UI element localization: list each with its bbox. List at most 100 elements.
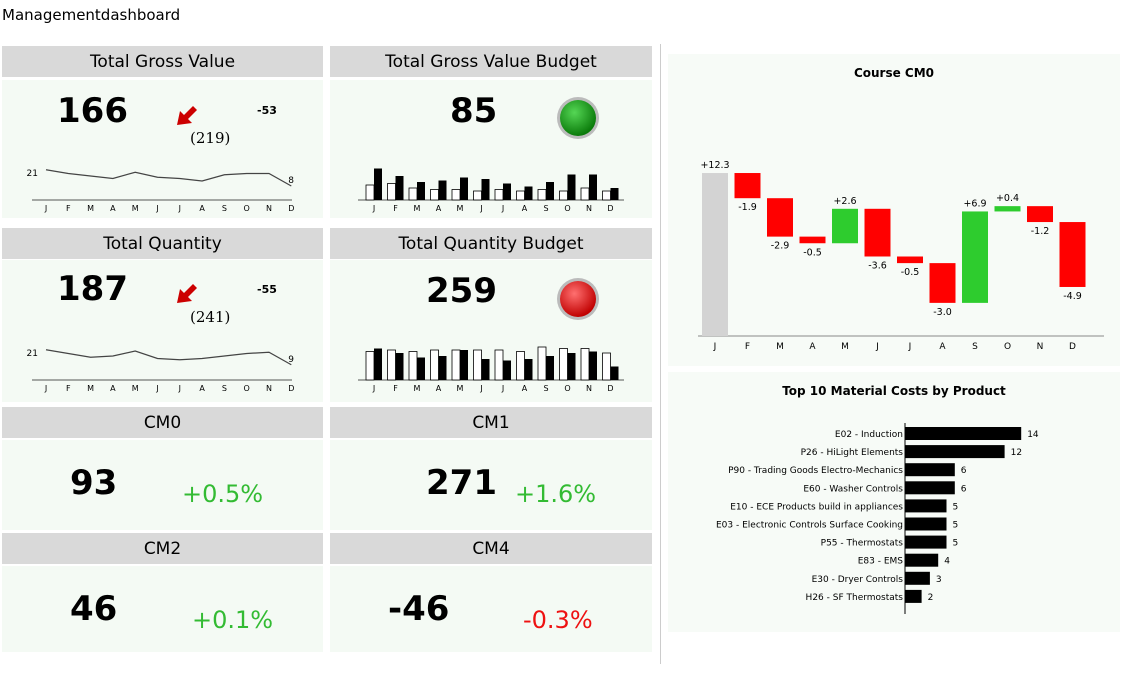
actual-bar bbox=[438, 356, 447, 380]
hbar-value-label: 14 bbox=[1027, 430, 1039, 440]
gross-value-prior: (219) bbox=[190, 129, 231, 147]
waterfall-bar bbox=[832, 208, 858, 244]
month-tick-label: N bbox=[266, 204, 272, 213]
actual-bar bbox=[610, 366, 619, 380]
month-tick-label: J bbox=[372, 384, 375, 393]
red-status-light-icon bbox=[557, 278, 599, 320]
month-tick-label: D bbox=[607, 204, 613, 213]
waterfall-value-label: -4.9 bbox=[1063, 291, 1082, 302]
hbar-value-label: 5 bbox=[953, 502, 959, 512]
budget-bar bbox=[430, 189, 439, 201]
month-tick-label: S bbox=[543, 384, 548, 393]
budget-bar bbox=[408, 187, 418, 201]
month-tick-label: M bbox=[132, 204, 139, 213]
hbar-bar bbox=[905, 553, 939, 567]
hbar-value-label: 5 bbox=[953, 521, 959, 531]
waterfall-bar bbox=[767, 198, 793, 237]
month-tick-label: A bbox=[522, 384, 528, 393]
tile-header-gross-value-budget: Total Gross Value Budget bbox=[330, 46, 652, 77]
quantity-sparkline: J F M A M J J A S O N D 21 9 bbox=[27, 349, 295, 393]
month-tick-label: O bbox=[244, 384, 250, 393]
month-tick-label: A bbox=[436, 204, 442, 213]
waterfall-bar bbox=[1059, 222, 1086, 287]
cm1-number: 271 bbox=[426, 463, 497, 503]
hbar-bar bbox=[905, 571, 930, 585]
month-tick-label: D bbox=[288, 384, 294, 393]
month-tick-label: J bbox=[713, 342, 717, 352]
quantity-budget-number: 259 bbox=[426, 271, 497, 311]
month-tick-label: N bbox=[1037, 342, 1044, 352]
budget-bar bbox=[494, 189, 504, 201]
actual-bar bbox=[610, 188, 619, 200]
hbar-bar bbox=[905, 481, 955, 495]
month-tick-label: J bbox=[44, 204, 47, 213]
month-tick-label: J bbox=[372, 204, 375, 213]
month-tick-label: J bbox=[479, 204, 482, 213]
budget-bar bbox=[387, 183, 396, 201]
waterfall-value-label: -0.5 bbox=[901, 267, 920, 278]
month-tick-label: N bbox=[266, 384, 272, 393]
month-tick-label: A bbox=[522, 204, 528, 213]
hbar-value-label: 5 bbox=[953, 539, 959, 549]
month-tick-label: M bbox=[414, 204, 421, 213]
budget-bar bbox=[559, 348, 568, 381]
month-tick-label: F bbox=[393, 204, 398, 213]
actual-bar bbox=[460, 350, 468, 380]
month-tick-label: F bbox=[66, 204, 71, 213]
actual-bar bbox=[589, 351, 597, 380]
budget-bar bbox=[494, 349, 504, 381]
hbar-bar bbox=[905, 427, 1022, 440]
waterfall-bar bbox=[734, 173, 761, 199]
hbar-category-label: E10 - ECE Products build in appliances bbox=[730, 502, 903, 512]
month-tick-label: J bbox=[178, 384, 181, 393]
tile-cm1: 271 +1.6% bbox=[330, 440, 652, 530]
month-tick-label: N bbox=[586, 384, 592, 393]
hbar-category-label: P26 - HiLight Elements bbox=[801, 448, 904, 458]
sparkline-line bbox=[45, 349, 292, 366]
tile-gross-value: 166 (219) -53 J F M A M J J A S O N D 21 8 bbox=[2, 80, 323, 218]
tile-header-quantity: Total Quantity bbox=[2, 228, 323, 259]
month-tick-label: F bbox=[745, 342, 750, 352]
month-tick-label: O bbox=[564, 384, 570, 393]
cm0-number: 93 bbox=[70, 463, 118, 503]
month-tick-label: S bbox=[972, 342, 978, 352]
month-tick-label: O bbox=[1004, 342, 1011, 352]
budget-bar bbox=[473, 349, 482, 381]
hbar-category-label: E60 - Washer Controls bbox=[803, 484, 903, 494]
course-cm0-panel: Course CM0 +12.3 J -1.9 F -2.9 M -0.5 A +2.6 M -3.… bbox=[668, 54, 1120, 366]
month-tick-label: A bbox=[939, 342, 946, 352]
waterfall-value-label: +12.3 bbox=[700, 160, 729, 171]
actual-bar bbox=[374, 168, 382, 200]
actual-bar bbox=[460, 177, 468, 200]
month-tick-label: J bbox=[479, 384, 482, 393]
waterfall-value-label: -2.9 bbox=[771, 241, 790, 252]
cm1-percent: +1.6% bbox=[515, 480, 597, 508]
month-tick-label: A bbox=[199, 384, 205, 393]
tile-cm4: -46 -0.3% bbox=[330, 566, 652, 652]
budget-bar bbox=[516, 190, 525, 201]
hbar-category-label: H26 - SF Thermostats bbox=[806, 593, 904, 603]
hbar-value-label: 6 bbox=[961, 466, 967, 476]
waterfall-value-label: -3.6 bbox=[868, 261, 887, 272]
budget-bar bbox=[580, 187, 590, 201]
month-tick-label: N bbox=[586, 204, 592, 213]
month-tick-label: M bbox=[87, 384, 94, 393]
tile-header-cm2: CM2 bbox=[2, 533, 323, 564]
month-tick-label: J bbox=[178, 204, 181, 213]
spark-start-label: 21 bbox=[27, 169, 38, 179]
budget-bar bbox=[430, 349, 439, 381]
gross-value-budget-number: 85 bbox=[450, 91, 498, 131]
hbar-bar bbox=[905, 445, 1005, 459]
hbar-value-label: 12 bbox=[1011, 448, 1022, 458]
month-tick-label: A bbox=[809, 342, 816, 352]
actual-bar bbox=[395, 176, 404, 200]
actual-bar bbox=[503, 360, 511, 380]
month-tick-label: M bbox=[841, 342, 849, 352]
tile-header-cm0: CM0 bbox=[2, 407, 323, 438]
cm4-number: -46 bbox=[388, 589, 450, 629]
hbar-value-label: 4 bbox=[944, 557, 950, 567]
waterfall-bar bbox=[864, 208, 891, 257]
spark-end-label: 9 bbox=[288, 355, 294, 365]
hbar-category-label: E03 - Electronic Controls Surface Cookin… bbox=[716, 521, 903, 531]
month-tick-label: D bbox=[288, 204, 294, 213]
